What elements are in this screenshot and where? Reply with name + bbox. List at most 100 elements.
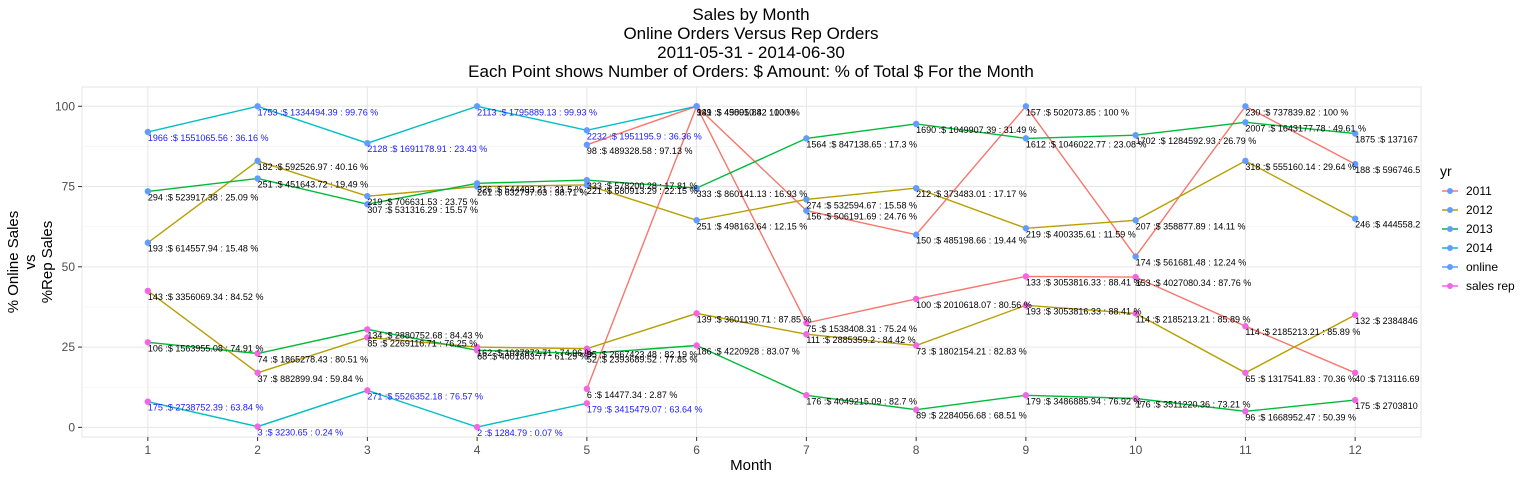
data-label: 1875 :$ 137167 — [1355, 135, 1418, 145]
data-label: 207 :$ 358877.89 : 14.11 % — [1136, 221, 1246, 231]
data-label: 179 :$ 3486885.94 : 76.92 % — [1026, 396, 1142, 406]
data-label: 176 :$ 3511220.36 : 73.21 % — [1136, 399, 1251, 409]
data-point — [1132, 131, 1139, 139]
data-point — [473, 103, 481, 110]
data-label: 251 :$ 498163.64 : 12.15 % — [697, 221, 808, 231]
data-point — [473, 180, 481, 187]
data-point — [1132, 310, 1139, 317]
data-point — [473, 423, 481, 431]
data-label: 37 :$ 882899.94 : 59.84 % — [258, 374, 364, 384]
data-label: 74 :$ 1865278.43 : 80.51 % — [258, 355, 369, 365]
data-point — [1022, 273, 1030, 280]
plot-panel — [81, 86, 1422, 438]
y-tick-label: 75 — [62, 180, 76, 194]
data-label: 219 :$ 400335.61 : 11.59 % — [1026, 229, 1136, 239]
x-tick-label: 7 — [803, 443, 810, 457]
data-point — [1022, 225, 1030, 232]
y-axis-title-line: %Rep Sales — [39, 221, 56, 304]
data-point — [1132, 217, 1139, 224]
data-point — [1242, 369, 1249, 376]
y-axis-title: % Online Sales vs %Rep Sales — [5, 211, 56, 314]
legend-label: 2014 — [1466, 241, 1493, 255]
x-tick-label: 5 — [584, 443, 591, 457]
data-label: 133 :$ 3053816.33 : 88.41 % — [1026, 277, 1142, 287]
data-label: 100 :$ 2010618.07 : 80.56 % — [916, 300, 1032, 310]
data-label: 1564 :$ 847138.65 : 17.3 % — [806, 139, 917, 149]
data-label: 114 :$ 2185213.21 : 85.89 % — [1136, 314, 1251, 324]
data-label: 179 :$ 3415479.07 : 63.64 % — [587, 404, 703, 414]
data-label: 174 :$ 561681.48 : 12.24 % — [1136, 258, 1247, 268]
data-point — [583, 141, 591, 148]
point-labels: 98 :$ 489328.58 : 97.13 % 141 :$ 458910.8… — [148, 107, 1420, 438]
data-label: 73 :$ 1802154.21 : 82.83 % — [916, 346, 1027, 356]
x-tick-label: 4 — [474, 443, 481, 457]
series-points — [144, 103, 1359, 431]
legend: yr 2011 2012 2013 2014 online sales rep — [1440, 163, 1515, 293]
y-tick-label: 50 — [62, 260, 76, 274]
data-point — [1022, 135, 1030, 142]
series-line-2014-online — [147, 105, 697, 144]
data-point — [1242, 323, 1249, 330]
data-label: 333 :$ 860141.13 : 16.93 % — [697, 189, 808, 199]
data-label: 307 :$ 531316.29 : 15.57 % — [367, 205, 478, 215]
data-label: 186 :$ 4220928 : 83.07 % — [697, 346, 800, 356]
y-axis-title-line: % Online Sales — [5, 211, 22, 314]
data-point — [583, 350, 591, 357]
data-point — [1351, 396, 1359, 404]
data-label: 193 :$ 3053816.33 : 88.41 % — [1026, 306, 1142, 316]
x-tick-label: 2 — [254, 443, 261, 457]
legend-key-point — [1447, 264, 1453, 270]
data-point — [583, 345, 591, 352]
legend-item-2014: 2014 — [1442, 241, 1493, 255]
data-point — [912, 295, 920, 303]
x-tick-label: 1 — [145, 443, 152, 457]
data-label: 162 :$ 1037872.71 : 74.96 % — [477, 348, 593, 358]
data-label: 157 :$ 502073.85 : 100 % — [1026, 107, 1129, 117]
data-point — [1351, 130, 1359, 137]
legend-key-point — [1447, 283, 1453, 289]
data-label: 251 :$ 451643.72 : 19.49 % — [258, 180, 369, 190]
data-point — [803, 196, 810, 203]
data-point — [1351, 160, 1359, 168]
data-label: 2113 :$ 1795889.13 : 99.93 % — [477, 107, 597, 117]
data-label: 132 :$ 2384846 — [1355, 316, 1418, 326]
data-label: 939 :$ 49005.84 : 100 % — [697, 107, 795, 117]
data-label: 1690 :$ 1049907.39 : 31.49 % — [916, 125, 1037, 135]
data-point — [1242, 408, 1249, 415]
title-line-4: Each Point shows Number of Orders: $ Amo… — [468, 62, 1034, 81]
title-line-3: 2011-05-31 - 2014-06-30 — [657, 43, 845, 62]
data-label: 75 :$ 1538408.31 : 75.24 % — [806, 324, 917, 334]
data-point — [583, 181, 591, 189]
series-line-2013-online — [147, 121, 1356, 205]
x-tick-label: 3 — [364, 443, 371, 457]
data-point — [144, 239, 152, 246]
data-label: 40 :$ 713116.69 — [1355, 374, 1419, 384]
data-point — [1132, 253, 1139, 260]
data-label: 175 :$ 2703810 — [1355, 401, 1418, 411]
series-line-2012-online — [147, 160, 1356, 244]
legend-key-point — [1447, 207, 1453, 213]
data-label: 271 :$ 5526352.18 : 76.57 % — [367, 391, 483, 401]
data-point — [364, 326, 371, 333]
title-line-2: Online Orders Versus Rep Orders — [623, 24, 878, 43]
legend-item-2011: 2011 — [1442, 184, 1492, 198]
data-label: 1702 :$ 1284592.93 : 26.79 % — [1136, 136, 1257, 146]
series-line-2011-sales-rep — [586, 104, 1356, 390]
data-label: 2 :$ 1284.79 : 0.07 % — [477, 428, 563, 438]
data-label: 1966 :$ 1551065.56 : 36.16 % — [148, 133, 269, 143]
data-point — [1022, 392, 1030, 399]
data-label: 150 :$ 485198.66 : 19.44 % — [916, 236, 1027, 246]
data-label: 2007 :$ 1643177.78 : 49.61 % — [1245, 123, 1366, 133]
legend-label: sales rep — [1466, 279, 1515, 293]
data-label: 2232 :$ 1951195.9 : 36.36 % — [587, 131, 702, 141]
legend-label: 2011 — [1466, 184, 1492, 198]
legend-item-online: online — [1442, 260, 1498, 274]
legend-label: 2012 — [1466, 203, 1493, 217]
data-label: 176 :$ 4049215.09 : 82.7 % — [806, 396, 917, 406]
data-point — [254, 103, 261, 110]
y-tick-label: 100 — [55, 99, 75, 113]
data-label: 193 :$ 614557.94 : 15.48 % — [148, 244, 259, 254]
legend-label: online — [1466, 260, 1498, 274]
data-label: 3 :$ 3230.65 : 0.24 % — [258, 428, 344, 438]
data-point — [693, 342, 700, 349]
